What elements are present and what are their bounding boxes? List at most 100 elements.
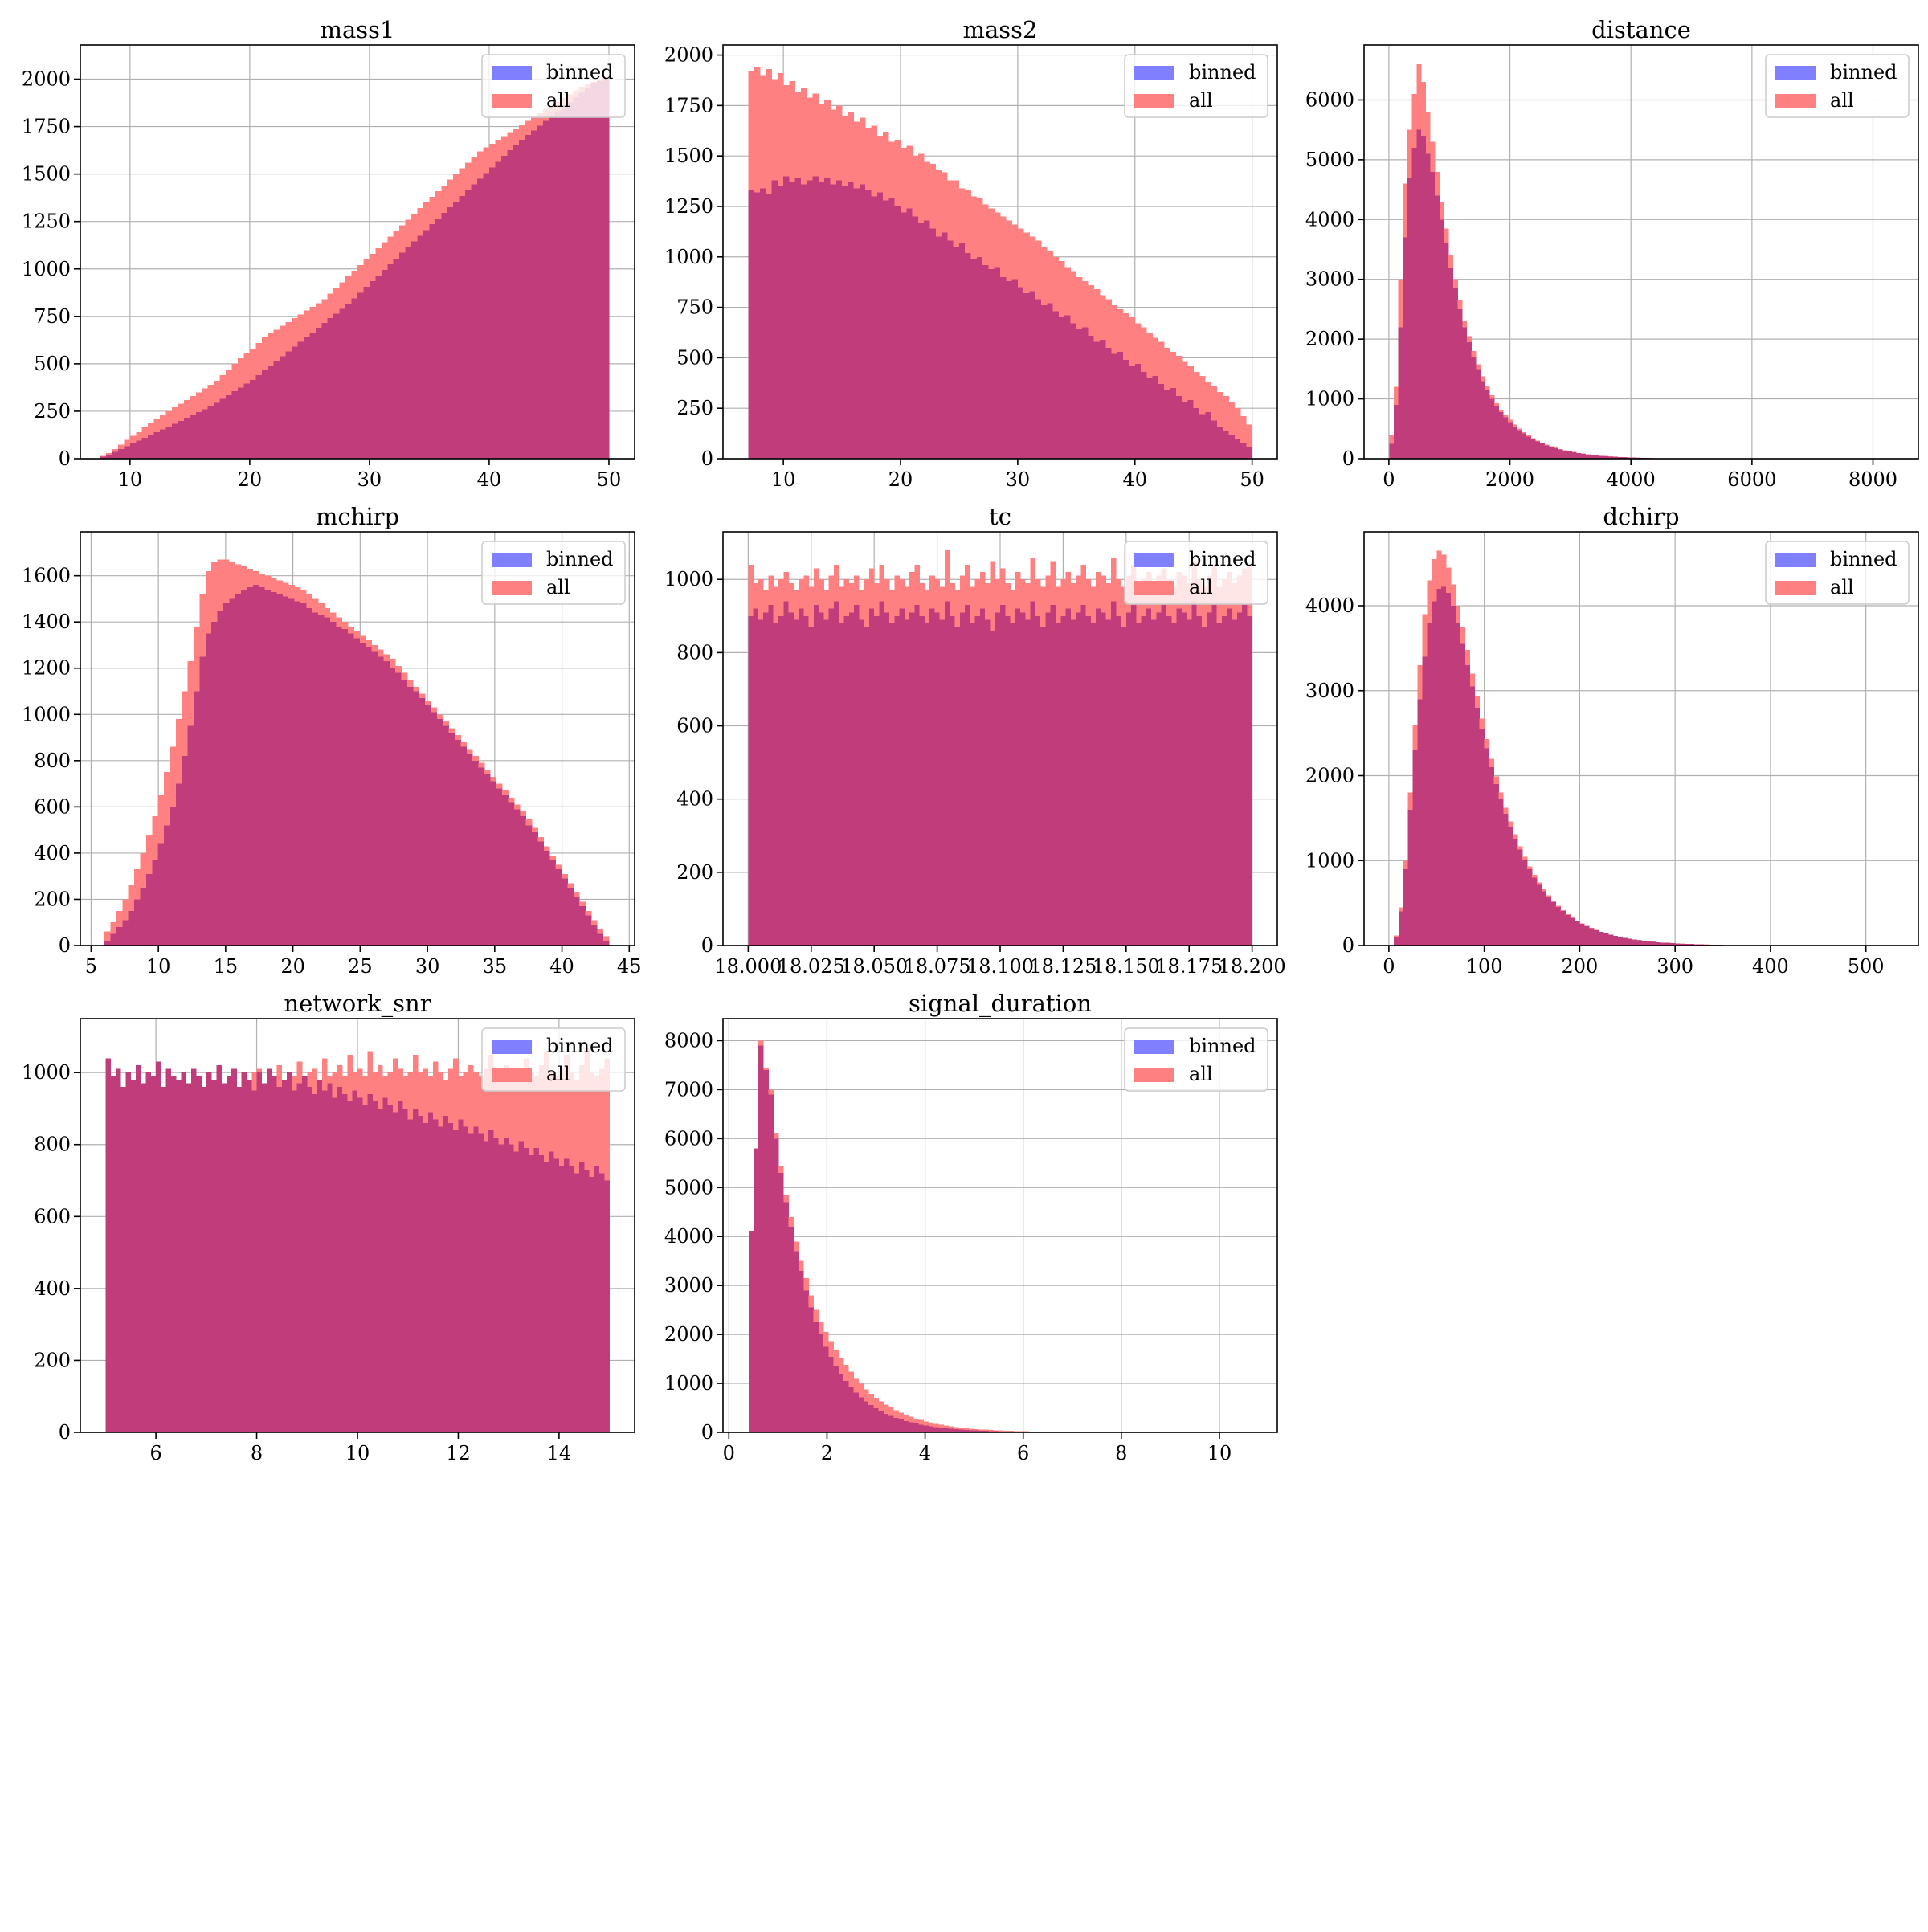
histogram-bar-overlap xyxy=(304,337,310,459)
histogram-bar-overlap xyxy=(960,612,966,946)
histogram-bar-overlap xyxy=(854,188,860,459)
histogram-bar-all xyxy=(1009,1431,1015,1432)
histogram-bar-overlap xyxy=(413,1109,419,1432)
histogram-bar-overlap xyxy=(836,180,843,459)
chart-title: mchirp xyxy=(316,503,399,530)
histogram-bar-overlap xyxy=(1246,447,1252,459)
histogram-bar-all xyxy=(562,874,568,879)
histogram-bar-all xyxy=(1481,376,1485,381)
histogram-bar-all xyxy=(194,627,200,692)
histogram-bar-overlap xyxy=(1197,616,1203,946)
histogram-bar-overlap xyxy=(1637,940,1642,946)
legend-swatch-binned xyxy=(1775,553,1816,567)
histogram-bar-overlap xyxy=(1581,454,1586,459)
histogram-bar-overlap xyxy=(1558,449,1563,459)
histogram-bar-overlap xyxy=(561,107,567,459)
histogram-bar-overlap xyxy=(352,298,358,459)
histogram-bar-all xyxy=(1164,348,1170,390)
histogram-bar-overlap xyxy=(1575,921,1579,946)
histogram-bar-all xyxy=(1000,569,1006,606)
histogram-bar-overlap xyxy=(507,150,513,459)
histogram-bar-all xyxy=(1408,793,1413,810)
y-tick-label: 2000 xyxy=(1305,328,1354,350)
histogram-bar-overlap xyxy=(479,767,485,946)
histogram-bar-all xyxy=(288,585,295,598)
histogram-bar-overlap xyxy=(1403,238,1407,459)
histogram-bar-overlap xyxy=(250,380,256,459)
histogram-bar-overlap xyxy=(864,627,870,946)
histogram-bar-all xyxy=(202,389,208,410)
histogram-bar-overlap xyxy=(1465,665,1470,946)
histogram-bar-all xyxy=(484,770,491,774)
histogram-bar-all xyxy=(978,1429,984,1431)
histogram-bar-all xyxy=(402,673,408,680)
histogram-bar-overlap xyxy=(1522,860,1527,946)
histogram-bar-all xyxy=(1101,576,1106,613)
histogram-bar-all xyxy=(509,798,515,803)
histogram-bar-all xyxy=(178,403,184,420)
histogram-bar-all xyxy=(1532,875,1537,877)
histogram-bar-all xyxy=(1453,280,1458,288)
histogram-bar-overlap xyxy=(754,192,761,459)
histogram-bar-overlap xyxy=(1413,750,1418,946)
histogram-bar-all xyxy=(309,307,316,333)
histogram-bar-all xyxy=(969,1428,974,1430)
histogram-bar-overlap xyxy=(1106,619,1112,946)
x-tick-label: 0 xyxy=(1383,955,1395,978)
histogram-bar-overlap xyxy=(1545,445,1550,459)
histogram-bar-all xyxy=(1228,402,1235,435)
histogram-bar-all xyxy=(1158,341,1165,384)
histogram-bar-overlap xyxy=(140,888,146,946)
histogram-bar-all xyxy=(1551,901,1556,902)
x-tick-label: 18.125 xyxy=(1029,955,1097,978)
x-tick-label: 500 xyxy=(1848,955,1885,978)
histogram-bar-overlap xyxy=(774,1138,779,1432)
histogram-bar-overlap xyxy=(1584,926,1589,946)
histogram-bar-overlap xyxy=(544,1162,549,1432)
histogram-bar-all xyxy=(864,1389,869,1401)
histogram-bar-all xyxy=(974,1429,979,1431)
histogram-bar-all xyxy=(206,571,212,634)
histogram-bar-all xyxy=(1485,386,1490,390)
histogram-bar-overlap xyxy=(520,816,526,946)
histogram-bar-all xyxy=(760,76,766,189)
histogram-bar-overlap xyxy=(555,112,562,459)
histogram-bar-overlap xyxy=(111,1076,116,1432)
histogram-bar-all xyxy=(259,574,265,587)
histogram-bar-overlap xyxy=(1182,612,1187,946)
histogram-bar-all xyxy=(1472,351,1477,357)
y-tick-label: 400 xyxy=(34,1277,71,1300)
histogram-bar-all xyxy=(809,586,815,627)
histogram-bar-all xyxy=(954,180,960,247)
histogram-bar-overlap xyxy=(556,869,562,946)
histogram-bar-overlap xyxy=(1394,405,1399,459)
histogram-bar-overlap xyxy=(819,612,824,946)
histogram-bar-all xyxy=(980,572,986,609)
histogram-bar-overlap xyxy=(1166,616,1172,946)
histogram-bar-all xyxy=(538,837,545,842)
histogram-bar-overlap xyxy=(1135,364,1142,459)
histogram-bar-overlap xyxy=(1126,612,1132,946)
histogram-bar-all xyxy=(437,714,443,719)
histogram-bar-overlap xyxy=(309,333,316,459)
histogram-bar-all xyxy=(118,444,125,449)
histogram-bar-overlap xyxy=(152,860,158,946)
histogram-bar-overlap xyxy=(267,1069,272,1432)
histogram-bar-overlap xyxy=(591,925,598,946)
histogram-bar-overlap xyxy=(567,102,574,459)
histogram-bar-overlap xyxy=(789,1227,794,1432)
histogram-bar-overlap xyxy=(1628,939,1632,946)
histogram-bar-all xyxy=(419,693,426,698)
histogram-bar-overlap xyxy=(1040,627,1046,946)
histogram-bar-overlap xyxy=(1146,378,1153,459)
x-tick-label: 30 xyxy=(1006,468,1031,491)
histogram-bar-overlap xyxy=(859,619,864,946)
histogram-bar-overlap xyxy=(262,1084,268,1432)
histogram-bar-overlap xyxy=(1489,767,1494,946)
histogram-bar-overlap xyxy=(924,1426,929,1432)
histogram-bar-all xyxy=(388,1072,394,1105)
histogram-bar-all xyxy=(514,804,521,809)
histogram-bar-all xyxy=(778,73,784,186)
histogram-bar-overlap xyxy=(160,429,166,459)
histogram-bar-all xyxy=(889,590,895,623)
